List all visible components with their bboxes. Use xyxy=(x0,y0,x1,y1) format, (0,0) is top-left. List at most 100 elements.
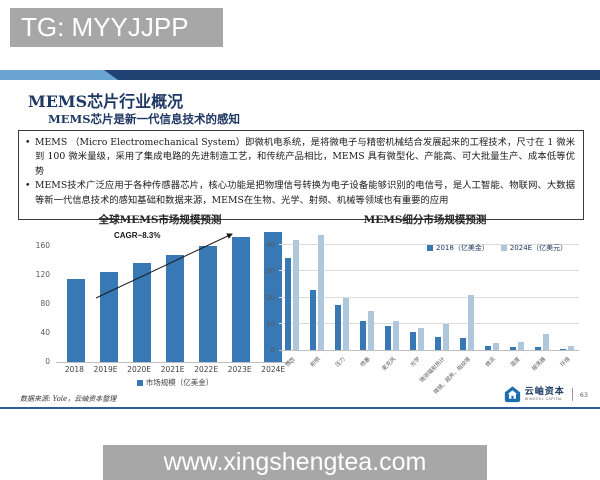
bar-series xyxy=(56,228,294,362)
bullet-item: • MEMS （Micro Electromechanical System）即… xyxy=(25,136,575,179)
bar-2020E xyxy=(133,263,152,362)
gridline-40 xyxy=(279,244,579,245)
bar-2024E（亿美元）-喷墨 xyxy=(367,310,374,350)
bullet-item: • MEMS技术广泛应用于各种传感器芯片，核心功能是把物理信号转换为电子设备能够… xyxy=(25,179,575,208)
mems-segment-market-chart: MEMS细分市场规模预测 0 10 20 30 40 2018（亿美金） 2024E（亿… xyxy=(255,212,595,398)
bullet-marker: • xyxy=(25,137,31,148)
bar-2018（亿美金）-微镜、超声、指纹等 xyxy=(459,337,466,350)
telegram-watermark: TG: MYYJJPP xyxy=(10,8,223,47)
bar-2024E（亿美元）-微流 xyxy=(492,343,499,350)
house-shield-icon xyxy=(504,386,520,403)
x-tick-2023E: 2023E xyxy=(227,365,252,374)
bar-group-振荡器 xyxy=(534,333,549,350)
legend-label: 2018（亿美金） xyxy=(436,244,489,252)
page-subtitle: MEMS芯片是新一代信息技术的感知 xyxy=(48,112,241,126)
y-tick-20: 20 xyxy=(266,293,275,302)
legend-swatch-light xyxy=(500,245,507,251)
bullet-marker: • xyxy=(25,180,31,192)
bar-2018（亿美金）-惯性 xyxy=(284,258,291,350)
header-band xyxy=(0,70,600,80)
bar-2024E（亿美元）-振荡器 xyxy=(542,333,549,350)
footer-divider-line xyxy=(0,407,600,409)
bar-2024E xyxy=(264,231,283,362)
data-source-note: 数据来源: Yole，云岫资本整理 xyxy=(20,395,117,403)
logo-divider xyxy=(571,388,573,401)
bar-2022E xyxy=(198,246,217,362)
legend-label: 2024E（亿美元） xyxy=(509,244,568,252)
x-tick-label: 振荡器 xyxy=(531,356,548,373)
legend-swatch-blue xyxy=(427,245,433,251)
bar-group-微流 xyxy=(484,343,499,350)
x-tick-label: 光学 xyxy=(410,356,423,369)
bar-2018（亿美金）-微测辐射热计 xyxy=(434,336,441,350)
bar-2018（亿美金）-光学 xyxy=(409,331,416,350)
bar-2018（亿美金）-环境 xyxy=(559,348,566,350)
y-tick-80: 80 xyxy=(40,299,50,308)
legend-label: 市场规模（亿美金） xyxy=(145,378,214,387)
legend-swatch-blue xyxy=(136,380,143,386)
bar-2018 xyxy=(67,278,86,362)
bar-2018（亿美金）-喷墨 xyxy=(359,321,366,350)
bar-2018（亿美金）-压力 xyxy=(334,305,341,350)
page-number: 63 xyxy=(579,390,588,399)
header-band-light-segment xyxy=(0,70,118,80)
bar-2018（亿美金）-麦克风 xyxy=(384,326,391,350)
bar-2024E（亿美元）-光学 xyxy=(417,327,424,350)
trend-arrow xyxy=(95,233,233,299)
bar-2024E（亿美元）-微测辐射热计 xyxy=(442,323,449,350)
x-tick-2024E: 2024E xyxy=(261,365,286,374)
gridline-30 xyxy=(279,270,579,272)
legend-item-2024e: 2024E（亿美元） xyxy=(500,243,568,253)
bar-group-压力 xyxy=(334,297,349,350)
chart-legend: 市场规模（亿美金） xyxy=(56,377,294,388)
bar-2024E（亿美元）-微镜、超声、指纹等 xyxy=(467,294,474,350)
x-tick-2019E: 2019E xyxy=(93,365,118,374)
bar-2021E xyxy=(165,254,184,362)
bar-group-微测辐射热计 xyxy=(434,323,449,350)
logo-subtitle: WINSOUL CAPITAL xyxy=(524,396,563,401)
x-tick-label: 麦克风 xyxy=(381,356,398,373)
y-tick-0: 0 xyxy=(270,346,275,354)
bar-2018（亿美金）-微流 xyxy=(484,345,491,350)
gridline-10 xyxy=(279,322,579,324)
bar-2024E（亿美元）-温度 xyxy=(517,342,524,350)
gridline-20 xyxy=(279,296,579,298)
y-tick-30: 30 xyxy=(266,267,275,276)
chart-title: MEMS细分市场规模预测 xyxy=(363,214,487,226)
bar-2019E xyxy=(100,272,119,362)
bar-2018（亿美金）-射频 xyxy=(309,289,316,350)
x-axis-labels: 2018 2019E 2020E 2021E 2022E 2023E 2024E xyxy=(56,365,294,374)
chart-legend: 2018（亿美金） 2024E（亿美元） xyxy=(427,243,567,253)
bar-2024E（亿美元）-射频 xyxy=(317,234,324,350)
y-tick-10: 10 xyxy=(266,319,275,328)
y-tick-120: 120 xyxy=(35,270,50,279)
x-tick-label: 微流 xyxy=(485,356,498,369)
x-tick-2020E: 2020E xyxy=(127,365,151,374)
bar-group-惯性 xyxy=(284,239,299,350)
logo-name: 云岫资本 xyxy=(524,386,565,397)
bar-group-射频 xyxy=(309,234,324,350)
global-mems-market-chart: 全球MEMS市场规模预测 0 40 80 120 160 CAGR~8.3% 2018 2… xyxy=(20,212,300,388)
x-tick-2022E: 2022E xyxy=(194,365,219,374)
page-title: MEMS芯片行业概况 xyxy=(28,92,184,111)
x-tick-label: 射频 xyxy=(310,356,323,369)
chart-plot-area: 0 10 20 30 40 2018（亿美金） 2024E（亿美元） xyxy=(266,232,579,354)
bullet-text: MEMS技术广泛应用于各种传感器芯片，核心功能是把物理信号转换为电子设备能够识别… xyxy=(35,180,575,206)
x-tick-2018: 2018 xyxy=(64,365,84,374)
x-tick-label: 喷墨 xyxy=(360,356,373,369)
x-tick-label: 温度 xyxy=(510,356,523,369)
cagr-annotation: CAGR~8.3% xyxy=(114,231,161,240)
y-tick-40: 40 xyxy=(266,241,275,249)
legend-item-2018: 2018（亿美金） xyxy=(427,243,489,253)
x-tick-label: 环境 xyxy=(560,356,573,369)
bar-groups xyxy=(279,232,579,350)
bar-group-喷墨 xyxy=(359,310,374,350)
chart-plot-area: 0 40 80 120 160 CAGR~8.3% xyxy=(36,228,294,366)
y-tick-40: 40 xyxy=(40,328,50,337)
bar-group-光学 xyxy=(409,327,424,350)
bar-group-温度 xyxy=(509,342,524,350)
bar-2024E（亿美元）-麦克风 xyxy=(392,321,399,350)
bullet-text: MEMS （Micro Electromechanical System）即微机… xyxy=(35,137,575,177)
summary-text-box: • MEMS （Micro Electromechanical System）即… xyxy=(18,130,584,220)
bar-2024E（亿美元）-压力 xyxy=(342,297,349,350)
